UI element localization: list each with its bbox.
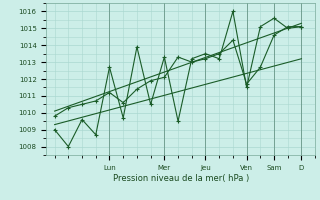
X-axis label: Pression niveau de la mer( hPa ): Pression niveau de la mer( hPa ) — [113, 174, 249, 183]
